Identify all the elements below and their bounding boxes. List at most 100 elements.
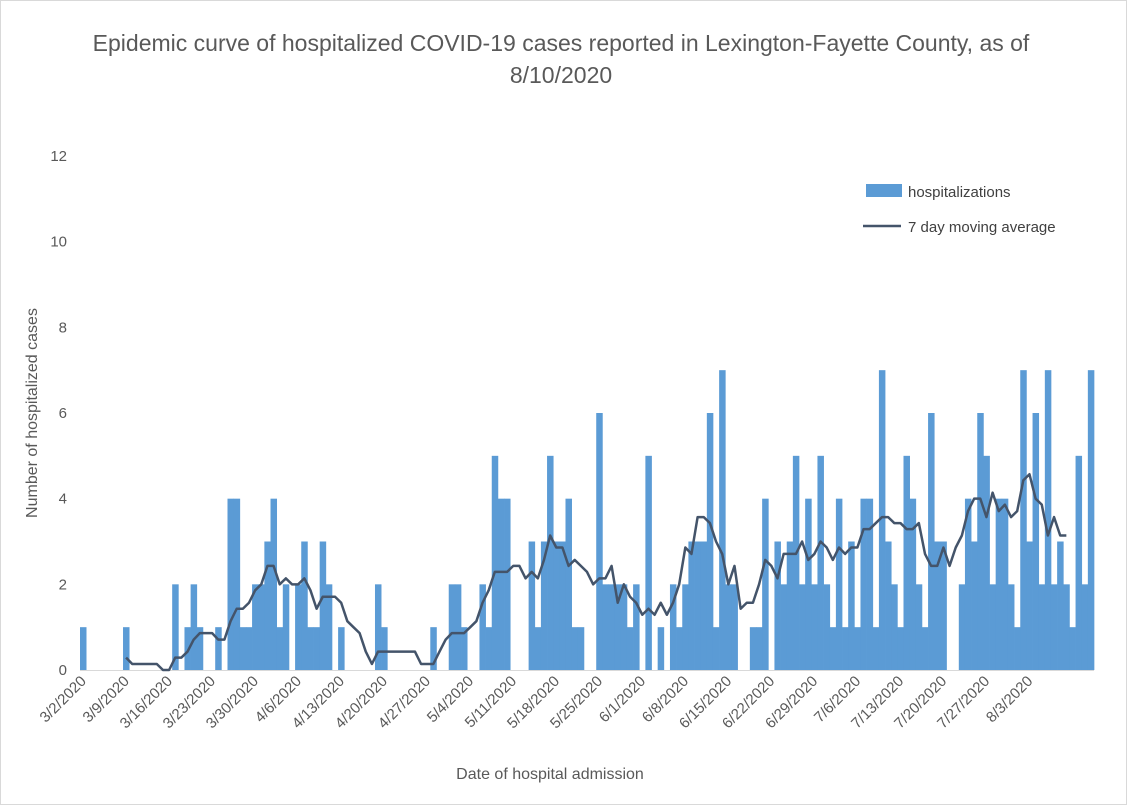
bar [245, 627, 253, 670]
bar [971, 541, 978, 670]
bar [786, 541, 794, 670]
y-tick-label: 8 [59, 319, 67, 336]
bar [215, 627, 222, 670]
bar [1050, 584, 1058, 670]
chart-title: Epidemic curve of hospitalized COVID-19 … [92, 30, 1030, 88]
bar [940, 541, 947, 670]
bar [915, 584, 923, 670]
bar [921, 627, 929, 670]
bar [461, 627, 468, 670]
bar [780, 584, 788, 670]
bar [676, 627, 683, 670]
bar [172, 584, 179, 670]
bar [491, 455, 499, 670]
bar [725, 584, 732, 670]
bar [239, 627, 247, 670]
bar [811, 584, 818, 670]
bar [823, 584, 831, 670]
bar [848, 541, 855, 670]
bar [1001, 498, 1009, 670]
bar [319, 541, 327, 670]
bar [301, 541, 308, 670]
bar [626, 627, 634, 670]
bar [1063, 584, 1070, 670]
bar [1026, 541, 1033, 670]
bar [295, 584, 302, 670]
x-tick-label: 8/3/2020 [983, 673, 1036, 726]
y-tick-label: 12 [50, 148, 67, 165]
bar [866, 498, 874, 670]
bar [571, 627, 579, 670]
bar [534, 627, 542, 670]
x-axis-title: Date of hospital admission [456, 766, 644, 783]
bar [885, 541, 892, 670]
bar [276, 627, 284, 670]
bar [454, 584, 462, 670]
bar [995, 498, 1003, 670]
bar [694, 541, 702, 670]
bar [1057, 541, 1064, 670]
bar [196, 627, 204, 670]
bar [1069, 627, 1076, 670]
bar [80, 627, 87, 670]
bar [282, 584, 290, 670]
bar [854, 627, 861, 670]
y-tick-label: 6 [59, 405, 67, 422]
bar [233, 498, 241, 670]
bar [934, 541, 941, 670]
bar [1075, 455, 1083, 670]
bar [123, 627, 130, 670]
bar [547, 455, 554, 670]
bar [829, 627, 837, 670]
bar [645, 455, 652, 670]
bar [1007, 584, 1015, 670]
bar [860, 498, 867, 670]
bar [577, 627, 585, 670]
bar [270, 498, 278, 670]
bar [688, 541, 695, 670]
bar [749, 627, 757, 670]
bar [497, 498, 505, 670]
bar [430, 627, 437, 670]
bar [1044, 370, 1052, 670]
bar [903, 455, 910, 670]
bar [774, 541, 781, 670]
bar [928, 413, 935, 670]
bar [731, 584, 738, 670]
bar [602, 584, 609, 670]
bar [1020, 370, 1027, 670]
bar [1081, 584, 1089, 670]
bar [1087, 370, 1095, 670]
bar [964, 498, 972, 670]
bar [325, 584, 333, 670]
bar [897, 627, 904, 670]
bar [657, 627, 665, 670]
bar [682, 584, 689, 670]
bar [252, 584, 259, 670]
bar [528, 541, 536, 670]
bar [872, 627, 880, 670]
y-tick-label: 4 [59, 491, 67, 508]
bar [264, 541, 271, 670]
bar [762, 498, 769, 670]
bar [700, 541, 708, 670]
bar [958, 584, 966, 670]
moving-average-line [125, 473, 1067, 672]
bar [374, 584, 382, 670]
x-tick-label: 3/2/2020 [37, 673, 90, 726]
bar [977, 413, 984, 670]
y-tick-label: 10 [50, 234, 67, 251]
bar [983, 455, 990, 670]
bar [817, 455, 824, 670]
bar [891, 584, 898, 670]
bar [756, 627, 763, 670]
bar [620, 584, 628, 670]
legend-bar-swatch [866, 184, 902, 197]
bar [596, 413, 603, 670]
bar [565, 498, 572, 670]
bar [504, 498, 511, 670]
bar [479, 584, 486, 670]
bar [835, 498, 843, 670]
bar [227, 498, 234, 670]
bar [553, 541, 560, 670]
